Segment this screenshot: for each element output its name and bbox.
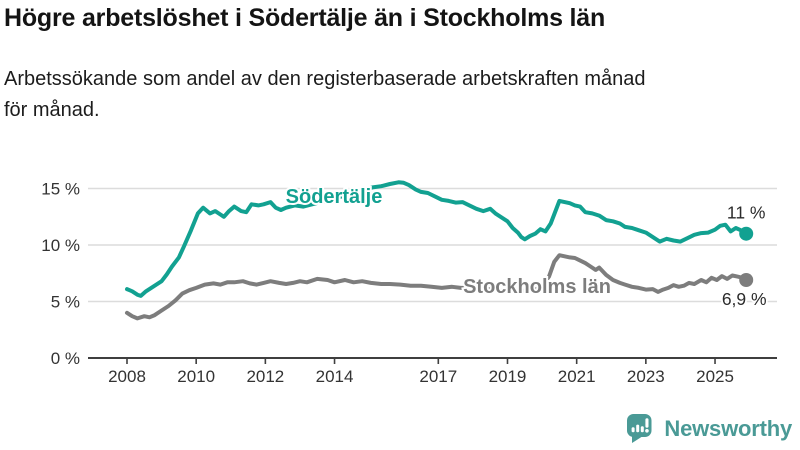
y-axis-tick-label: 15 %: [41, 180, 80, 199]
series-label-sodertalje: Södertälje: [286, 186, 383, 208]
page-title: Högre arbetslöshet i Södertälje än i Sto…: [4, 4, 606, 32]
series-line-stockholms-lan: [125, 253, 749, 321]
end-value-label-stockholms-lan: 6,9 %: [722, 289, 767, 309]
series-end-dot-stockholms-lan: [739, 273, 754, 287]
x-axis-tick-label: 2023: [627, 367, 665, 386]
newsworthy-logo-icon: [627, 414, 652, 443]
x-axis-tick-label: 2017: [419, 367, 457, 386]
x-axis-tick-label: 2010: [177, 367, 215, 386]
series-end-dot-sodertalje: [739, 226, 754, 241]
y-axis-tick-label: 0 %: [51, 349, 80, 368]
end-value-label-sodertalje: 11 %: [727, 203, 766, 223]
newsworthy-brand: Newsworthy: [626, 413, 792, 444]
subtitle-line-1: Arbetssökande som andel av den registerb…: [4, 68, 646, 90]
x-axis-tick-label: 2008: [108, 367, 146, 386]
x-axis-tick-label: 2019: [489, 367, 527, 386]
x-axis-tick-label: 2012: [246, 367, 284, 386]
x-axis-tick-label: 2021: [558, 367, 596, 386]
y-axis-tick-label: 5 %: [51, 293, 80, 312]
subtitle-line-2: för månad.: [4, 99, 100, 121]
x-axis-tick-label: 2014: [316, 367, 354, 386]
newsworthy-logo-text: Newsworthy: [664, 415, 792, 441]
series-line-sodertalje: [125, 180, 749, 298]
x-axis-tick-label: 2025: [696, 367, 734, 386]
y-axis-tick-label: 10 %: [41, 236, 80, 255]
chart-subtitle: Arbetssökande som andel av den registerb…: [4, 64, 784, 126]
series-label-stockholms-lan: Stockholms län: [463, 276, 611, 298]
